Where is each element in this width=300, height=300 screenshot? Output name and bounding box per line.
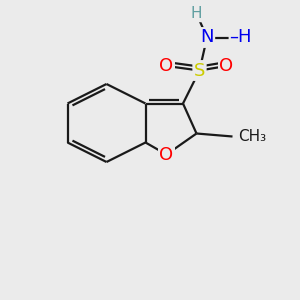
- Text: –H: –H: [230, 28, 252, 46]
- Text: O: O: [159, 57, 174, 75]
- Text: O: O: [159, 146, 174, 164]
- Text: S: S: [194, 61, 205, 80]
- Text: H: H: [191, 6, 202, 21]
- Text: CH₃: CH₃: [238, 129, 267, 144]
- Text: O: O: [219, 57, 234, 75]
- Text: N: N: [200, 28, 214, 46]
